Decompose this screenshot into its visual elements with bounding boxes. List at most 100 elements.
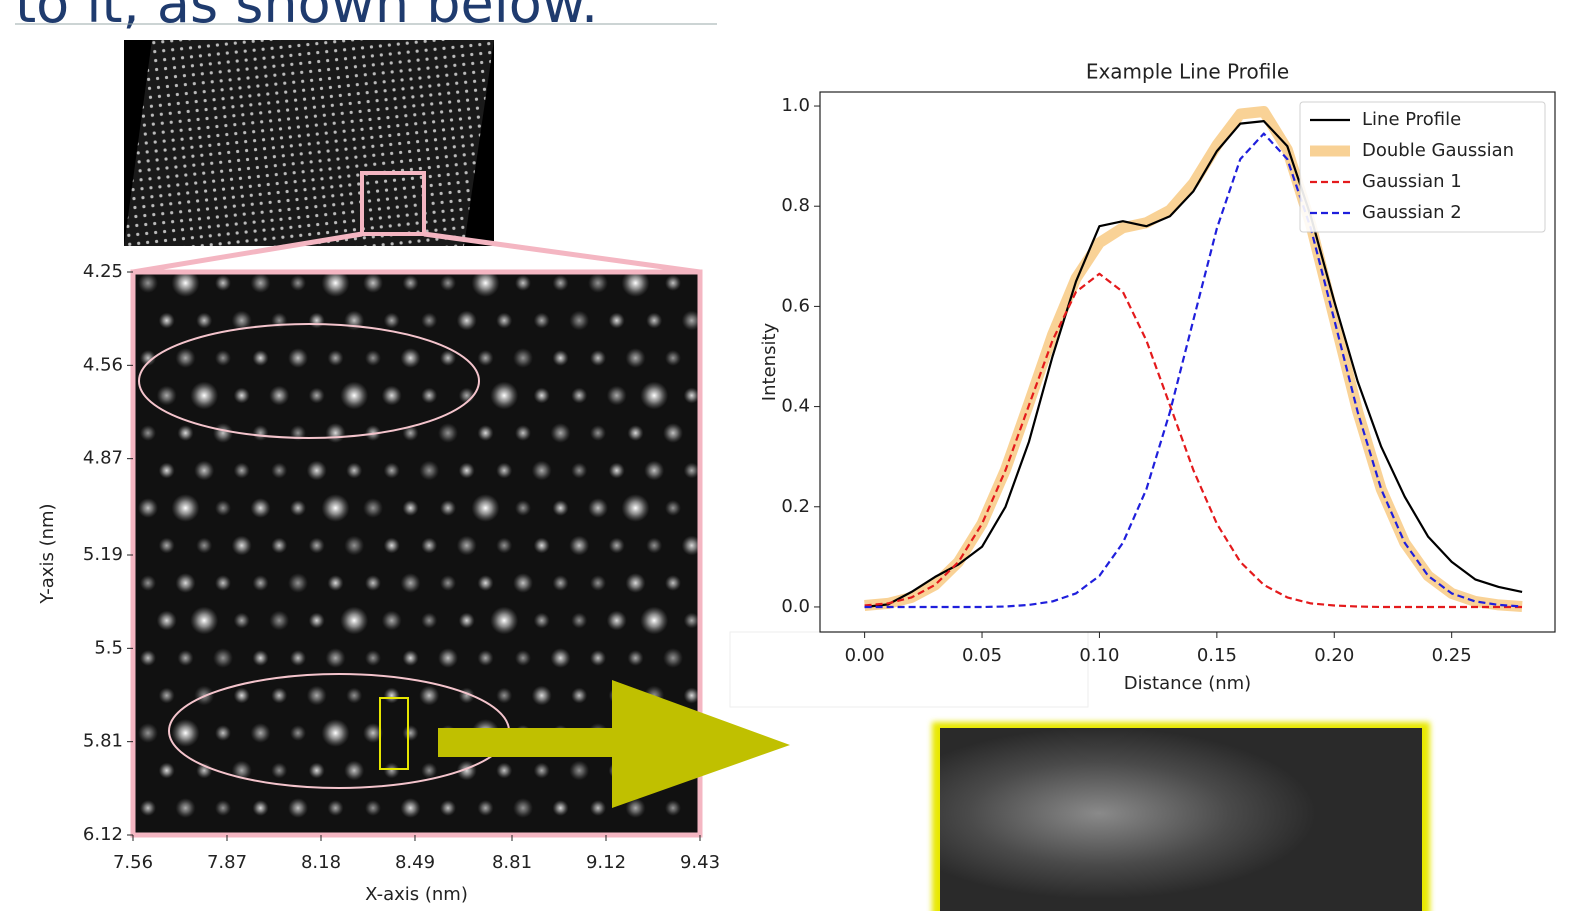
x-tick-label: 0.15 xyxy=(1197,645,1237,666)
spot xyxy=(457,311,477,331)
spot xyxy=(607,386,627,406)
thumbnail-lattice xyxy=(124,40,494,246)
spot xyxy=(665,275,681,291)
crop-image xyxy=(940,728,1422,911)
spot xyxy=(515,425,531,441)
spot xyxy=(190,607,218,635)
slide: to it, as shown below. 0.000.050.100.150… xyxy=(0,0,1579,911)
spot xyxy=(290,500,306,516)
spot xyxy=(363,273,383,293)
spot xyxy=(215,725,231,741)
spot xyxy=(440,350,456,366)
slide-text: to it, as shown below. xyxy=(15,0,598,35)
spot xyxy=(269,611,289,631)
spot xyxy=(496,538,512,554)
spot xyxy=(663,648,683,668)
spot xyxy=(628,425,644,441)
spot xyxy=(194,461,214,481)
spot xyxy=(684,463,700,479)
spot xyxy=(340,607,368,635)
spot xyxy=(459,613,475,629)
y-tick-label: 5.5 xyxy=(94,637,123,658)
y-tick-label: 0.8 xyxy=(781,195,810,216)
x-tick-label: 0.10 xyxy=(1079,645,1119,666)
spot xyxy=(607,611,627,631)
spot xyxy=(271,688,287,704)
spot xyxy=(322,719,350,747)
spot xyxy=(271,538,287,554)
spot xyxy=(665,350,681,366)
spot xyxy=(251,273,271,293)
spot xyxy=(328,800,344,816)
spot xyxy=(569,311,589,331)
spot xyxy=(440,800,456,816)
spot xyxy=(365,800,381,816)
spot xyxy=(401,573,421,593)
spot xyxy=(328,575,344,591)
spot xyxy=(365,650,381,666)
spot xyxy=(288,798,308,818)
y-tick-label: 0.0 xyxy=(781,596,810,617)
spot xyxy=(290,275,306,291)
y-tick-label: 0.2 xyxy=(781,496,810,517)
spot xyxy=(421,538,437,554)
spot xyxy=(588,273,608,293)
spot xyxy=(553,275,569,291)
spot xyxy=(138,498,158,518)
spot xyxy=(534,763,550,779)
spot xyxy=(384,688,400,704)
spot xyxy=(438,423,458,443)
spot xyxy=(553,500,569,516)
spot xyxy=(421,313,437,329)
spot xyxy=(490,382,518,410)
spot xyxy=(588,498,608,518)
spot xyxy=(190,382,218,410)
spot xyxy=(140,800,156,816)
spot xyxy=(628,650,644,666)
spot xyxy=(213,648,233,668)
spot xyxy=(551,648,571,668)
spot xyxy=(421,388,437,404)
legend-label: Line Profile xyxy=(1362,109,1461,130)
x-tick-label: 0.25 xyxy=(1432,645,1472,666)
spot xyxy=(440,500,456,516)
spot xyxy=(684,688,700,704)
spot xyxy=(346,463,362,479)
spot xyxy=(513,348,533,368)
y-axis-label: Intensity xyxy=(759,322,780,401)
spot xyxy=(478,800,494,816)
x-tick-label: 0.05 xyxy=(962,645,1002,666)
spot xyxy=(234,463,250,479)
spot xyxy=(384,313,400,329)
spot xyxy=(271,463,287,479)
spot xyxy=(326,423,346,443)
spot xyxy=(534,538,550,554)
chart-title: Example Line Profile xyxy=(1086,60,1289,84)
spot xyxy=(176,798,196,818)
spot xyxy=(157,611,177,631)
x-tick-label: 8.49 xyxy=(395,852,435,873)
spot xyxy=(419,686,439,706)
spot xyxy=(159,463,175,479)
spot xyxy=(532,461,552,481)
spot xyxy=(309,313,325,329)
spot xyxy=(159,688,175,704)
spot xyxy=(403,650,419,666)
spot xyxy=(365,350,381,366)
spot xyxy=(384,763,400,779)
spot xyxy=(363,498,383,518)
spot xyxy=(234,613,250,629)
spot xyxy=(665,575,681,591)
spot xyxy=(215,275,231,291)
y-axis-label: Y-axis (nm) xyxy=(37,503,58,604)
spot xyxy=(322,494,350,522)
spot xyxy=(478,425,494,441)
y-tick-label: 6.12 xyxy=(83,824,123,845)
spot xyxy=(403,725,419,741)
spot xyxy=(590,350,606,366)
spot xyxy=(403,275,419,291)
spot xyxy=(288,573,308,593)
spot xyxy=(344,536,364,556)
spot xyxy=(513,798,533,818)
spot xyxy=(365,575,381,591)
